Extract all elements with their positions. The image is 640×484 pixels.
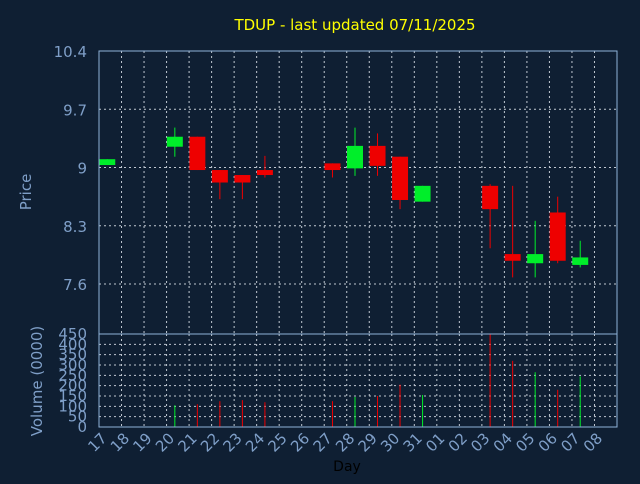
candle-body — [549, 212, 566, 261]
price-axis-label: Price — [17, 174, 35, 211]
candle-body — [392, 156, 409, 200]
candle-body — [99, 159, 116, 166]
chart-title: TDUP - last updated 07/11/2025 — [233, 16, 475, 34]
candle-body — [572, 257, 589, 265]
volume-frame — [98, 333, 618, 428]
candle-body — [324, 163, 341, 171]
volume-tick-label: 150 — [58, 387, 87, 405]
x-axis-label: Day — [333, 459, 361, 475]
volume-tick-label: 200 — [58, 377, 87, 395]
volume-axis-label: Volume (0000) — [28, 326, 46, 436]
volume-tick-label: 400 — [58, 335, 87, 353]
x-tick-labels: 1718192021222324252627282930310102030405… — [84, 429, 606, 455]
volume-tick-label: 300 — [58, 356, 87, 374]
candle-body — [211, 170, 228, 183]
price-tick-label: 7.6 — [63, 276, 87, 294]
price-tick-label: 8.3 — [63, 218, 87, 236]
candle-body — [504, 254, 521, 261]
candle-body — [527, 254, 544, 264]
price-panel: 10.4 9.7 9 8.3 7.6 — [54, 43, 618, 335]
candle-body — [369, 145, 386, 166]
volume-tick-label: 450 — [58, 325, 87, 343]
volume-tick-label: 350 — [58, 346, 87, 364]
volume-tick-label: 250 — [58, 366, 87, 384]
volume-tick-label: 50 — [68, 408, 87, 426]
candle-body — [166, 136, 183, 147]
price-tick-label: 9.7 — [63, 101, 87, 119]
candle-body — [256, 170, 273, 176]
candle-body — [234, 175, 251, 183]
volume-tick-label: 100 — [58, 397, 87, 415]
candle-body — [347, 145, 363, 169]
volume-tick-label: 0 — [77, 418, 87, 436]
candle-body — [482, 185, 499, 210]
price-tick-label: 10.4 — [54, 43, 87, 61]
price-tick-label: 9 — [77, 160, 87, 178]
candle-body — [414, 185, 431, 202]
candle-body — [189, 136, 206, 171]
